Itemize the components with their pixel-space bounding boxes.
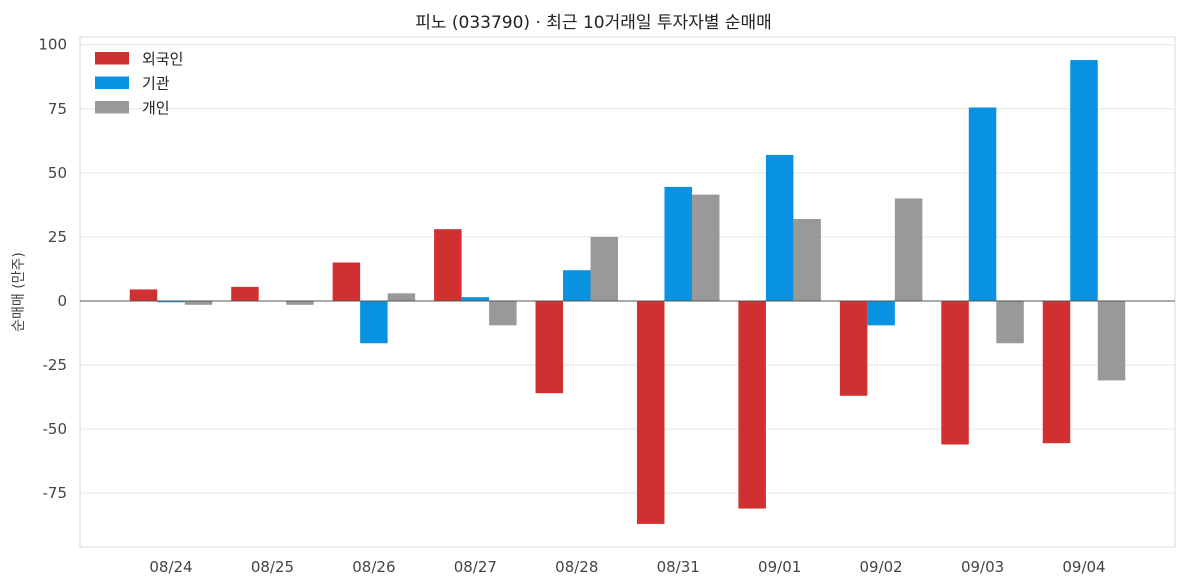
bar-외국인-09/03 [941, 300, 969, 445]
y-tick-label: -75 [43, 484, 68, 502]
bar-기관-08/24 [157, 300, 185, 303]
bar-개인-08/24 [184, 300, 213, 305]
legend-label: 외국인 [142, 50, 183, 68]
bar-외국인-08/31 [636, 300, 665, 524]
bar-layer [129, 60, 1126, 524]
bar-개인-08/27 [489, 300, 517, 326]
bar-외국인-08/26 [332, 262, 361, 301]
y-tick-label: -50 [43, 420, 68, 438]
bar-기관-08/27 [461, 297, 490, 301]
x-tick-label: 09/02 [859, 558, 902, 576]
bar-개인-08/28 [590, 236, 619, 301]
bar-개인-09/02 [894, 198, 923, 301]
bar-기관-09/01 [765, 154, 794, 301]
bar-외국인-08/25 [231, 286, 259, 301]
y-tick-label: 100 [38, 36, 67, 54]
chart-title: 피노 (033790) · 최근 10거래일 투자자별 순매매 [415, 13, 772, 33]
y-tick-label: 25 [48, 228, 67, 246]
x-tick-label: 09/01 [758, 558, 801, 576]
bar-외국인-09/02 [839, 300, 868, 396]
bar-개인-09/03 [996, 300, 1024, 344]
bar-개인-09/01 [793, 218, 821, 301]
legend-swatch [95, 52, 129, 65]
y-axis-label: 순매매 (만주) [11, 252, 27, 332]
legend-swatch [95, 76, 129, 89]
bar-개인-09/04 [1097, 300, 1126, 381]
x-tick-label: 08/27 [454, 558, 497, 576]
bar-기관-09/02 [867, 300, 895, 326]
bar-개인-08/31 [691, 194, 720, 301]
x-tick-label: 08/28 [555, 558, 598, 576]
x-tick-label: 08/25 [251, 558, 294, 576]
y-tick-label: 75 [48, 100, 67, 118]
x-tick-label: 09/03 [961, 558, 1004, 576]
bar-개인-08/25 [286, 300, 314, 305]
bar-외국인-09/04 [1042, 300, 1071, 444]
y-tick-labels: -75 -50 -25 0 25 50 75 100 [38, 36, 67, 502]
bar-기관-08/28 [563, 270, 591, 301]
bar-외국인-09/01 [738, 300, 766, 509]
bar-기관-09/04 [1070, 60, 1098, 301]
x-tick-label: 09/04 [1062, 558, 1105, 576]
y-tick-label: -25 [43, 356, 68, 374]
x-tick-label: 08/31 [657, 558, 700, 576]
bar-기관-08/31 [664, 186, 692, 301]
x-tick-labels: 08/24 08/25 08/26 08/27 08/28 08/31 09/01 09/02… [149, 558, 1105, 576]
x-tick-label: 08/26 [352, 558, 395, 576]
bar-기관-09/03 [968, 107, 997, 301]
bar-외국인-08/27 [434, 229, 462, 301]
bar-외국인-08/24 [129, 289, 158, 301]
y-tick-label: 0 [57, 292, 67, 310]
x-tick-label: 08/24 [149, 558, 192, 576]
bar-외국인-08/28 [535, 300, 564, 394]
legend-label: 기관 [142, 75, 170, 93]
legend-label: 개인 [142, 99, 170, 117]
legend-swatch [95, 101, 129, 114]
bar-개인-08/26 [387, 293, 416, 301]
bar-기관-08/26 [360, 300, 388, 344]
y-tick-label: 50 [48, 164, 67, 182]
